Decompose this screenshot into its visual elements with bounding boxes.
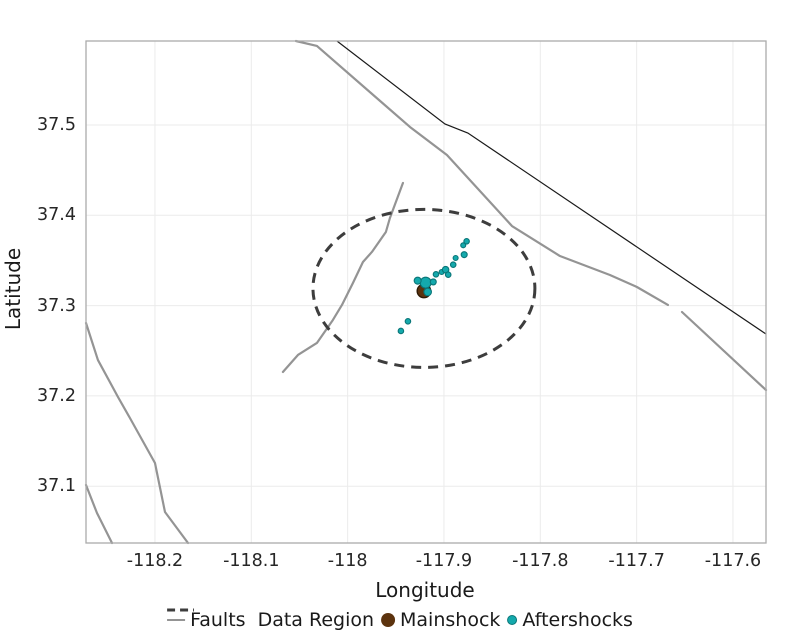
fault-line — [84, 483, 114, 545]
y-axis-label: Latitude — [1, 247, 25, 331]
legend-item-aftershocks: Aftershocks — [507, 609, 633, 631]
x-tick-label: -117.6 — [704, 551, 762, 571]
aftershock-point — [419, 276, 432, 289]
x-tick-label: -117.7 — [608, 551, 665, 571]
aftershock-point — [397, 327, 405, 335]
fault-line — [84, 321, 190, 545]
plot-border — [85, 40, 767, 544]
x-tick-label: -118.1 — [223, 551, 280, 571]
aftershock-point — [432, 271, 440, 278]
aftershock-point — [444, 271, 452, 279]
aftershock-dot-swatch-icon — [507, 615, 518, 625]
x-tick-label: -117.8 — [512, 551, 569, 571]
legend-item-mainshock: Mainshock — [381, 609, 500, 631]
legend-item-faults: Faults — [167, 609, 246, 631]
aftershock-point — [452, 254, 459, 262]
data-region-ellipse — [311, 207, 537, 369]
legend-label-aftershocks: Aftershocks — [522, 609, 633, 631]
x-axis-label: Longitude — [375, 578, 475, 602]
y-tick-label: 37.3 — [37, 295, 76, 316]
y-tick-label: 37.4 — [37, 205, 76, 226]
x-tick-label: -118 — [327, 551, 368, 571]
x-tick-label: -117.9 — [415, 551, 473, 571]
mainshock-dot-swatch-icon — [381, 613, 396, 627]
aftershock-point — [404, 318, 412, 325]
fault-line — [680, 310, 768, 392]
y-tick-label: 37.5 — [37, 114, 76, 135]
legend-label-data-region: Data Region — [257, 609, 375, 631]
legend-label-faults: Faults — [190, 609, 246, 631]
fault-line — [281, 181, 405, 374]
aftershock-point — [460, 251, 468, 259]
aftershock-point — [463, 237, 470, 245]
aftershock-point — [423, 287, 432, 297]
aftershock-point — [413, 276, 422, 285]
aftershock-point — [429, 278, 437, 286]
boundary-line — [336, 40, 767, 335]
y-tick-label: 37.1 — [37, 476, 76, 497]
legend: Faults Data Region Mainshock Aftershocks — [167, 607, 633, 633]
aftershock-point — [460, 242, 467, 249]
fault-line-swatch-icon — [167, 619, 186, 621]
legend-label-mainshock: Mainshock — [400, 609, 501, 631]
legend-item-data-region: Data Region — [167, 608, 375, 631]
fault-line — [294, 39, 670, 307]
y-tick-label: 37.2 — [37, 385, 76, 406]
dashed-line-swatch-icon — [167, 608, 195, 612]
x-tick-label: -118.2 — [126, 551, 184, 571]
aftershock-point — [449, 261, 457, 268]
